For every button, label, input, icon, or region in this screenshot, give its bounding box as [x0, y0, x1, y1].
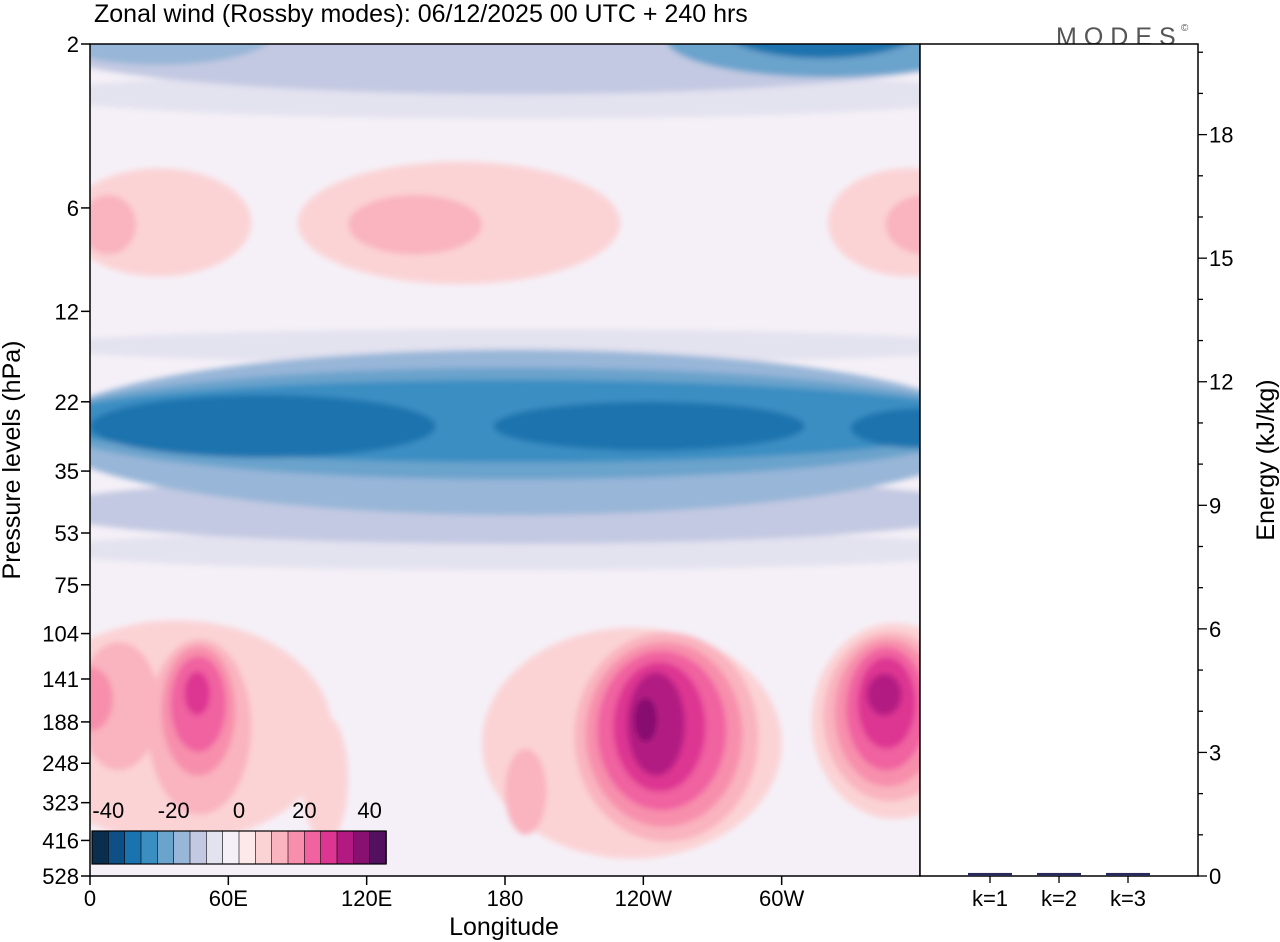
longitude-tick-label: 60E	[209, 886, 248, 911]
colorbar-tick-labels: -40 -20 0 20 40	[92, 798, 381, 823]
contour-region	[90, 551, 240, 645]
contour-region	[90, 328, 920, 364]
contour-region	[505, 748, 547, 835]
energy-tick-label: 3	[1209, 740, 1221, 765]
y2-axis-label: Energy (kJ/kg)	[1252, 379, 1280, 540]
contour-region	[348, 194, 482, 255]
colorbar-cell	[255, 830, 273, 865]
pressure-tick-label: 528	[42, 864, 79, 889]
contour-region	[885, 195, 920, 255]
colorbar-tick-label: 20	[292, 798, 316, 823]
colorbar-tick-label: -40	[92, 798, 124, 823]
pressure-tick-label: 188	[42, 710, 79, 735]
contour-region	[634, 697, 658, 742]
longitude-tick-label: 120W	[615, 886, 673, 911]
contour-region	[90, 298, 920, 340]
energy-tick-label: 9	[1209, 493, 1221, 518]
energy-bars: k=1 k=2 k=3	[968, 872, 1150, 911]
colorbar-cell	[206, 830, 224, 865]
energy-tick-label: 0	[1209, 864, 1221, 889]
energy-panel: k=1 k=2 k=3	[919, 43, 1199, 911]
longitude-tick-label: 0	[84, 886, 96, 911]
colorbar-tick-label: -20	[158, 798, 190, 823]
energy-axis: 0 3 6 9 12 15 18	[1198, 51, 1233, 889]
contour-region	[90, 168, 252, 277]
modes-copyright-mark: ©	[1181, 23, 1189, 34]
colorbar: -40 -20 0 20 40	[91, 798, 387, 865]
colorbar-tick-label: 0	[233, 798, 245, 823]
colorbar-cell	[271, 830, 289, 865]
colorbar-cells	[91, 830, 387, 865]
longitude-tick-label: 180	[487, 886, 524, 911]
energy-tick-label: 12	[1209, 370, 1233, 395]
colorbar-cell	[238, 830, 257, 865]
chart-title: Zonal wind (Rossby modes): 06/12/2025 00…	[94, 0, 748, 28]
colorbar-tick-label: 40	[357, 798, 381, 823]
longitude-tick-label: 120E	[341, 886, 392, 911]
pressure-tick-label: 12	[55, 299, 79, 324]
pressure-tick-label: 141	[42, 667, 79, 692]
contour-region	[343, 551, 552, 628]
longitude-axis: 0 60E 120E 180 120W 60W	[84, 876, 805, 911]
contour-region	[850, 408, 920, 449]
pressure-tick-label: 323	[42, 791, 79, 816]
contour-region	[90, 666, 114, 732]
energy-tick-label: 18	[1209, 123, 1233, 148]
colorbar-cell	[91, 830, 110, 865]
x-axis-label: Longitude	[449, 913, 559, 941]
energy-category-label: k=3	[1110, 886, 1146, 911]
contour-region	[493, 401, 805, 451]
contour-region	[302, 715, 349, 842]
energy-bar	[968, 872, 1012, 876]
pressure-tick-label: 22	[55, 390, 79, 415]
pressure-tick-label: 104	[42, 622, 79, 647]
pressure-tick-label: 53	[55, 521, 79, 546]
y-axis-label: Pressure levels (hPa)	[0, 341, 26, 580]
colorbar-cell	[320, 830, 338, 865]
energy-tick-label: 6	[1209, 617, 1221, 642]
pressure-tick-label: 35	[55, 459, 79, 484]
energy-bar	[1037, 872, 1081, 876]
contour-region	[866, 673, 902, 716]
pressure-axis: 2 6 12 22 35 53 75 104 141 188 248 323 416 528	[42, 32, 90, 889]
contour-region	[90, 44, 268, 65]
colorbar-cell	[369, 830, 387, 865]
colorbar-cell	[157, 830, 175, 865]
heatmap-contours	[90, 44, 920, 859]
pressure-tick-label: 248	[42, 751, 79, 776]
longitude-tick-label: 60W	[759, 886, 804, 911]
energy-bar	[1106, 872, 1150, 876]
colorbar-cell	[108, 830, 126, 865]
colorbar-cell	[353, 830, 371, 865]
pressure-tick-label: 75	[55, 573, 79, 598]
contour-region	[90, 394, 436, 458]
contour-region	[184, 671, 210, 716]
contour-region	[90, 641, 160, 771]
colorbar-frame	[91, 830, 387, 865]
pressure-tick-label: 416	[42, 828, 79, 853]
pressure-tick-label: 2	[67, 32, 79, 57]
colorbar-cell	[173, 830, 191, 865]
contour-region	[737, 44, 907, 59]
colorbar-cell	[287, 830, 306, 865]
pressure-tick-label: 6	[67, 196, 79, 221]
colorbar-cell	[304, 830, 322, 865]
colorbar-cell	[140, 830, 159, 865]
colorbar-cell	[124, 830, 142, 865]
heatmap-field	[90, 44, 920, 876]
contour-region	[90, 194, 137, 255]
energy-category-label: k=1	[972, 886, 1008, 911]
colorbar-cell	[189, 830, 208, 865]
energy-tick-label: 15	[1209, 246, 1233, 271]
colorbar-cell	[336, 830, 355, 865]
colorbar-cell	[222, 830, 240, 865]
energy-panel-frame	[919, 43, 1199, 877]
energy-category-label: k=2	[1041, 886, 1077, 911]
contour-region	[827, 168, 920, 277]
